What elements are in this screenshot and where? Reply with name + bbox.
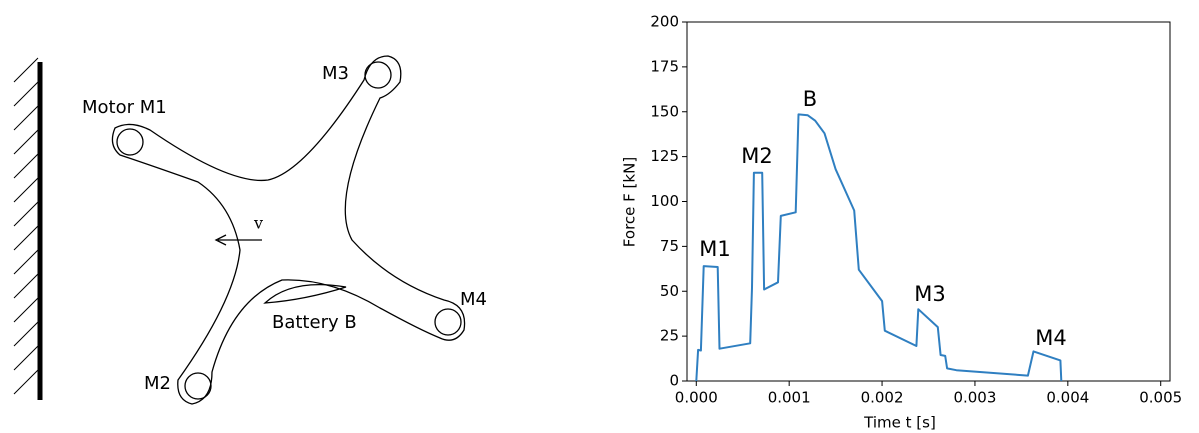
y-tick-label: 150 — [650, 102, 679, 120]
annotation: M3 — [914, 282, 945, 306]
drone-frame — [111, 55, 466, 405]
x-tick-label: 0.000 — [675, 389, 718, 407]
y-tick-label: 100 — [650, 192, 679, 210]
y-tick-label: 25 — [660, 327, 679, 345]
label-v: v — [253, 214, 263, 233]
y-axis-label: Force F [kN] — [621, 157, 639, 247]
x-axis-label: Time t [s] — [863, 414, 936, 432]
y-tick-label: 50 — [660, 282, 679, 300]
x-tick-label: 0.005 — [1139, 389, 1182, 407]
x-tick-label: 0.001 — [768, 389, 811, 407]
wall — [13, 57, 43, 400]
plot-frame — [686, 21, 1171, 382]
y-tick-label: 125 — [650, 147, 679, 165]
x-tick-label: 0.003 — [953, 389, 996, 407]
x-tick-label: 0.004 — [1046, 389, 1089, 407]
label-m3: M3 — [322, 63, 349, 84]
data-line — [695, 113, 1063, 382]
annotation: B — [803, 87, 817, 111]
y-tick-label: 0 — [669, 372, 679, 390]
label-battery: Battery B — [272, 312, 357, 333]
y-tick-label: 175 — [650, 57, 679, 75]
annotation: M2 — [741, 144, 772, 168]
x-tick-label: 0.002 — [861, 389, 904, 407]
y-tick-label: 75 — [660, 237, 679, 255]
y-tick-label: 200 — [650, 13, 679, 31]
label-m2: M2 — [144, 373, 171, 394]
annotation: M1 — [699, 237, 730, 261]
annotation: M4 — [1035, 326, 1066, 350]
label-m4: M4 — [460, 289, 487, 310]
label-motor-m1: Motor M1 — [82, 97, 167, 118]
